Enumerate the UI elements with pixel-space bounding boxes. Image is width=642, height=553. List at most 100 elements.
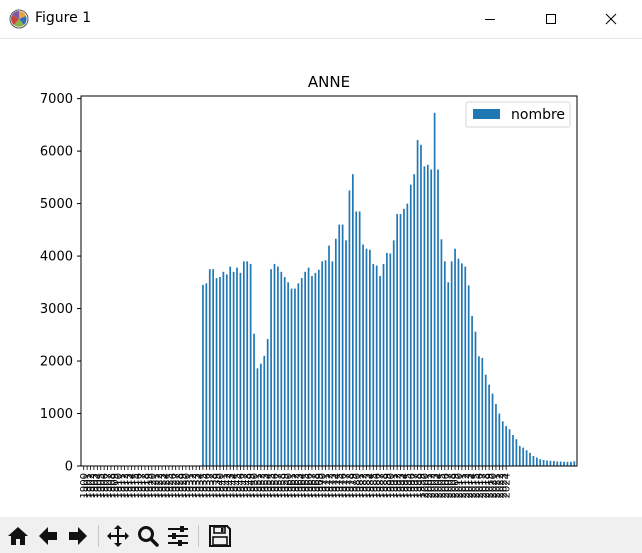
x-tick-label: 1926 xyxy=(168,473,179,498)
x-tick-label: 1917 xyxy=(137,473,148,498)
bar-2007 xyxy=(447,282,450,466)
bar-undefined xyxy=(532,456,535,466)
bar-1983 xyxy=(365,248,368,466)
x-tick-label: 1968 xyxy=(311,473,322,498)
x-tick-label: 1970 xyxy=(318,473,329,498)
x-tick-label: 1950 xyxy=(250,473,261,498)
bar-1959 xyxy=(283,277,286,466)
bar-2000 xyxy=(423,166,426,466)
x-tick-label: 2009 xyxy=(451,473,462,498)
x-tick-label: 1928 xyxy=(175,473,186,498)
chart-title: ANNE xyxy=(308,73,350,91)
bar-1996 xyxy=(409,184,412,466)
bar-undefined xyxy=(546,460,548,466)
bar-2003 xyxy=(433,112,436,466)
bar-1965 xyxy=(304,271,306,466)
maximize-button[interactable] xyxy=(528,0,574,38)
bar-1991 xyxy=(392,240,395,466)
x-tick-label: 2004 xyxy=(434,473,445,498)
x-tick-label: 2014 xyxy=(468,473,479,498)
x-tick-label: 1902 xyxy=(86,473,97,498)
bar-1974 xyxy=(334,238,337,466)
y-tick-label: 2000 xyxy=(40,355,73,370)
bar-1964 xyxy=(300,278,303,466)
figure-canvas[interactable]: ANNE 0 1000 2000 3000 4000 5000 6000 7000 1900 1… xyxy=(0,39,642,517)
x-tick-label: 1978 xyxy=(345,473,356,498)
matplotlib-logo-icon xyxy=(9,9,29,29)
x-tick-label: 1947 xyxy=(239,473,250,498)
bar-1987 xyxy=(379,276,381,466)
x-tick-label: 1994 xyxy=(399,473,410,498)
bar-1988 xyxy=(382,263,385,466)
bar-2001 xyxy=(426,164,429,466)
x-tick-label: 1965 xyxy=(301,473,312,498)
bar-1955 xyxy=(270,269,272,466)
bar-2009 xyxy=(454,248,456,466)
bar-1951 xyxy=(256,368,259,466)
x-tick-label: 1922 xyxy=(154,473,165,498)
back-button[interactable] xyxy=(34,522,62,550)
x-tick-label: 2000 xyxy=(420,473,431,498)
bar-2020 xyxy=(491,393,494,466)
bar-1985 xyxy=(372,263,375,466)
x-tick-label: 1962 xyxy=(290,473,301,498)
bar-undefined xyxy=(529,452,531,466)
configure-subplots-button[interactable] xyxy=(164,522,192,550)
x-tick-label: 2003 xyxy=(430,473,441,498)
bar-undefined xyxy=(539,459,542,466)
bar-1953 xyxy=(263,355,266,466)
bar-1950 xyxy=(253,333,255,466)
bar-1962 xyxy=(294,288,296,466)
bar-1968 xyxy=(314,272,317,466)
x-tick-label: 1986 xyxy=(372,473,383,498)
x-tick-label: 1951 xyxy=(253,473,264,498)
x-tick-label: 1956 xyxy=(270,473,281,498)
bar-2004 xyxy=(437,169,439,467)
toolbar-separator xyxy=(98,525,99,547)
bar-undefined xyxy=(535,457,538,466)
bar-1960 xyxy=(287,282,289,466)
bar-2010 xyxy=(457,258,460,466)
toolbar-separator xyxy=(198,525,199,547)
bar-1954 xyxy=(266,338,269,466)
x-tick-label: 1937 xyxy=(205,473,216,498)
x-tick-label: 2019 xyxy=(485,473,496,498)
close-button[interactable] xyxy=(588,0,634,38)
x-tick-label: 1945 xyxy=(233,473,244,498)
x-tick-label: 1980 xyxy=(352,473,363,498)
x-tick-label: 1949 xyxy=(246,473,257,498)
y-tick-label: 4000 xyxy=(40,250,73,265)
x-tick-label: 1969 xyxy=(314,473,325,498)
bar-1982 xyxy=(362,244,364,466)
bar-2011 xyxy=(461,263,463,466)
x-tick-label: 2017 xyxy=(478,473,489,498)
x-tick-label: 2005 xyxy=(437,473,448,498)
pan-button[interactable] xyxy=(104,522,132,550)
x-tick-label: 1960 xyxy=(284,473,295,498)
minimize-button[interactable] xyxy=(467,0,513,38)
bar-1973 xyxy=(331,261,334,466)
bar-2013 xyxy=(467,285,470,466)
y-tick-label: 0 xyxy=(65,460,73,475)
close-icon xyxy=(605,13,617,25)
bar-1952 xyxy=(260,363,262,466)
home-button[interactable] xyxy=(4,522,32,550)
x-tick-label: 2020 xyxy=(488,473,499,498)
x-tick-label: 1934 xyxy=(195,473,206,498)
x-tick-label: 2022 xyxy=(495,473,506,498)
bar-1956 xyxy=(273,263,276,466)
x-tick-label: 2001 xyxy=(423,473,434,498)
bar-1949 xyxy=(249,263,252,466)
zoom-button[interactable] xyxy=(134,522,162,550)
x-tick-label: 2015 xyxy=(471,473,482,498)
x-tick-label: 1939 xyxy=(212,473,223,498)
forward-button[interactable] xyxy=(64,522,92,550)
bar-1935 xyxy=(202,284,204,466)
bar-1975 xyxy=(338,224,341,466)
x-tick-label: 1985 xyxy=(369,473,380,498)
x-tick-label: 1907 xyxy=(103,473,114,498)
bar-1993 xyxy=(399,214,402,466)
bar-2022 xyxy=(498,413,501,466)
bar-1981 xyxy=(358,211,361,466)
save-button[interactable] xyxy=(206,522,234,550)
